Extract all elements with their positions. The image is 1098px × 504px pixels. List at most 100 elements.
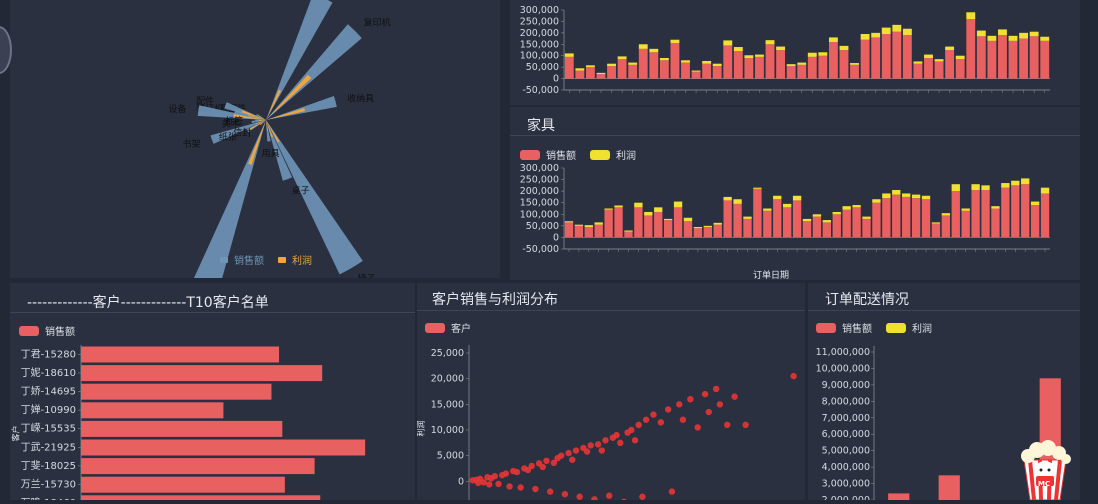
legend-customer-label[interactable]: 客户 bbox=[451, 324, 471, 335]
bar-profit bbox=[881, 27, 891, 34]
top10-category-label: 万鸣-18460 bbox=[21, 496, 76, 500]
scatter-point bbox=[594, 441, 602, 448]
rose-profit-sector bbox=[266, 120, 273, 138]
top10-bar bbox=[81, 439, 366, 456]
office-bar-chart: 300,000250,000200,000150,000100,00050,00… bbox=[520, 5, 1050, 96]
bar-profit bbox=[786, 64, 796, 66]
bar-sales bbox=[1019, 38, 1029, 79]
bar-sales bbox=[723, 45, 733, 79]
bar-profit bbox=[934, 59, 944, 62]
bar-profit bbox=[931, 222, 941, 224]
bar-profit bbox=[693, 227, 703, 229]
bar-sales bbox=[807, 56, 817, 79]
rose-category-label: 桌子 bbox=[292, 184, 310, 196]
legend-profit-label[interactable]: 利润 bbox=[616, 151, 636, 162]
legend-swatch-customer bbox=[425, 322, 445, 333]
delivery-divider bbox=[808, 310, 1080, 311]
legend-sales-label[interactable]: 销售额 bbox=[45, 327, 75, 338]
y-tick-label: 6,000,000 bbox=[822, 429, 870, 440]
bar-sales bbox=[763, 210, 772, 238]
mascot-graphic bbox=[1021, 440, 1071, 501]
bar-profit bbox=[1019, 32, 1029, 39]
y-tick-label: 9,000,000 bbox=[822, 380, 870, 391]
legend-profit-label[interactable]: 利润 bbox=[292, 256, 312, 267]
bar-sales bbox=[941, 215, 951, 238]
scatter-point bbox=[572, 447, 580, 454]
y-tick-label: 3,000,000 bbox=[822, 479, 870, 490]
scatter-point bbox=[628, 426, 635, 434]
rose-sales-sector bbox=[193, 120, 266, 278]
bar-profit bbox=[822, 220, 832, 223]
scatter-point bbox=[790, 372, 797, 380]
delivery-panel: 订单配送情况 销售额 利润 11,000,000 10,000,000 9,000,… bbox=[808, 283, 1080, 500]
bar-sales bbox=[945, 50, 955, 79]
scatter-point bbox=[528, 462, 535, 470]
bar-sales bbox=[862, 218, 871, 238]
bar-sales bbox=[852, 207, 861, 238]
furniture-legend: 销售额 利润 bbox=[520, 147, 636, 162]
scatter-point bbox=[546, 488, 554, 495]
legend-sales-label[interactable]: 销售额 bbox=[842, 324, 872, 335]
y-tick-label: 4,000,000 bbox=[822, 462, 870, 473]
scatter-point bbox=[565, 449, 572, 457]
y-tick-label: 200,000 bbox=[520, 186, 559, 197]
rose-profit-sector bbox=[259, 115, 266, 120]
y-tick-label: -50,000 bbox=[522, 244, 559, 255]
bar-profit bbox=[807, 52, 817, 57]
bar-sales bbox=[981, 189, 990, 238]
bar-profit bbox=[818, 52, 828, 56]
top10-category-label: 丁斐-18025 bbox=[21, 460, 76, 472]
rose-category-label: 信封 bbox=[233, 126, 251, 138]
bar-profit bbox=[924, 54, 933, 58]
bar-sales bbox=[872, 202, 881, 238]
bar-sales bbox=[966, 19, 976, 79]
bar-sales bbox=[644, 215, 653, 238]
bar-sales bbox=[634, 207, 643, 238]
scatter-point bbox=[639, 493, 646, 500]
scatter-title: 客户销售与利润分布 bbox=[432, 292, 558, 308]
scatter-point bbox=[587, 442, 594, 449]
bar-profit bbox=[782, 203, 792, 208]
scatter-legend: 客户 bbox=[425, 320, 471, 335]
rose-sales-sector bbox=[266, 120, 271, 142]
bar-sales bbox=[1001, 187, 1010, 238]
y-tick-label: 20,000 bbox=[431, 374, 464, 385]
top10-bar bbox=[81, 420, 283, 437]
top10-bar bbox=[81, 458, 315, 475]
office-panel: 300,000 250,000 200,000 150,000 100,000 50,00… bbox=[510, 0, 1080, 105]
bar-sales bbox=[892, 31, 902, 79]
bar-profit bbox=[902, 28, 912, 36]
bar-profit bbox=[624, 230, 633, 232]
bar-sales bbox=[755, 56, 764, 79]
bar-sales bbox=[924, 58, 933, 79]
bar-profit bbox=[744, 55, 754, 58]
bar-sales bbox=[649, 52, 659, 79]
furniture-bar-chart: 300,000250,000200,000150,000100,00050,00… bbox=[520, 163, 1050, 255]
bar-profit bbox=[743, 216, 752, 219]
legend-sales-label[interactable]: 销售额 bbox=[546, 151, 576, 162]
bar-profit bbox=[911, 194, 921, 199]
top10-title: -------------客户-------------T10客户名单 bbox=[27, 295, 269, 311]
rose-sales-sector bbox=[197, 105, 266, 120]
bar-sales bbox=[624, 231, 633, 238]
scatter-point bbox=[731, 393, 738, 400]
bar-profit bbox=[663, 218, 673, 221]
legend-sales-label[interactable]: 销售额 bbox=[234, 256, 264, 267]
bar-sales bbox=[931, 223, 941, 238]
top10-category-label: 丁妮-18610 bbox=[21, 366, 76, 379]
bar-sales bbox=[575, 70, 585, 79]
bar-sales bbox=[991, 208, 1000, 238]
bar-profit bbox=[575, 68, 585, 71]
bar-profit bbox=[1001, 183, 1010, 188]
popcorn-mascot-icon[interactable]: MC bbox=[1010, 438, 1080, 501]
bar-sales bbox=[881, 34, 891, 79]
bar-sales bbox=[614, 207, 623, 238]
bar-sales bbox=[663, 220, 673, 238]
scatter-point bbox=[569, 456, 576, 463]
bar-sales bbox=[955, 59, 965, 79]
bar-profit bbox=[842, 206, 851, 210]
y-tick-label: 15,000 bbox=[431, 399, 464, 410]
legend-profit-label[interactable]: 利润 bbox=[912, 324, 932, 335]
scatter-point bbox=[701, 390, 709, 398]
y-tick-label: 200,000 bbox=[520, 28, 559, 39]
